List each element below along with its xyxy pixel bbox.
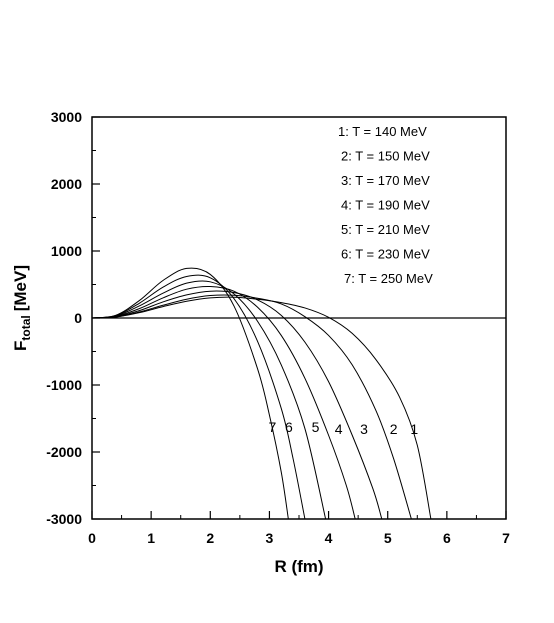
y-tick-label: 3000 bbox=[51, 109, 82, 125]
curve-label: 1 bbox=[410, 421, 418, 437]
curve-label: 3 bbox=[360, 421, 368, 437]
legend-entry: 6: T = 230 MeV bbox=[341, 247, 430, 262]
y-tick-label: 1000 bbox=[51, 243, 82, 259]
curve-label: 6 bbox=[285, 419, 293, 435]
curve-label: 4 bbox=[335, 421, 343, 437]
legend-entry: 3: T = 170 MeV bbox=[341, 173, 430, 188]
curve-group bbox=[91, 267, 432, 520]
x-tick-label: 6 bbox=[443, 530, 451, 546]
y-axis-ticks: 3000 2000 1000 0 -1000 -2000 -3000 bbox=[46, 109, 100, 527]
series-line-7 bbox=[91, 267, 289, 520]
x-tick-label: 0 bbox=[88, 530, 96, 546]
y-tick-label: -2000 bbox=[46, 444, 82, 460]
series-line-1 bbox=[91, 296, 432, 520]
x-tick-label: 3 bbox=[266, 530, 274, 546]
y-axis-label: Ftotal [MeV] bbox=[11, 265, 33, 351]
x-tick-label: 1 bbox=[147, 530, 155, 546]
y-tick-label: -1000 bbox=[46, 377, 82, 393]
x-axis-ticks: 0 1 2 3 4 5 6 7 bbox=[88, 511, 510, 546]
series-line-3 bbox=[91, 290, 383, 520]
x-axis-label: R (fm) bbox=[274, 557, 323, 576]
y-axis-label-unit: [MeV] bbox=[11, 265, 30, 311]
series-line-6 bbox=[91, 274, 306, 520]
y-tick-label: 0 bbox=[74, 310, 82, 326]
series-line-4 bbox=[91, 285, 356, 520]
curve-label: 5 bbox=[312, 419, 320, 435]
legend-entry: 4: T = 190 MeV bbox=[341, 198, 430, 213]
legend-entry: 7: T = 250 MeV bbox=[344, 271, 433, 286]
curve-label: 2 bbox=[390, 421, 398, 437]
legend-entry: 5: T = 210 MeV bbox=[341, 222, 430, 237]
y-axis-label-subscript: total bbox=[19, 315, 33, 340]
curve-label: 7 bbox=[268, 419, 276, 435]
legend-entry: 1: T = 140 MeV bbox=[338, 124, 427, 139]
series-line-5 bbox=[91, 280, 327, 520]
x-tick-label: 5 bbox=[384, 530, 392, 546]
series-line-2 bbox=[91, 294, 412, 520]
legend: 1: T = 140 MeV 2: T = 150 MeV 3: T = 170 M… bbox=[338, 124, 433, 286]
x-tick-label: 7 bbox=[502, 530, 510, 546]
x-tick-label: 2 bbox=[206, 530, 214, 546]
y-tick-label: -3000 bbox=[46, 511, 82, 527]
y-tick-label: 2000 bbox=[51, 176, 82, 192]
y-axis-label-main: F bbox=[11, 341, 30, 351]
x-tick-label: 4 bbox=[325, 530, 333, 546]
legend-entry: 2: T = 150 MeV bbox=[341, 149, 430, 164]
